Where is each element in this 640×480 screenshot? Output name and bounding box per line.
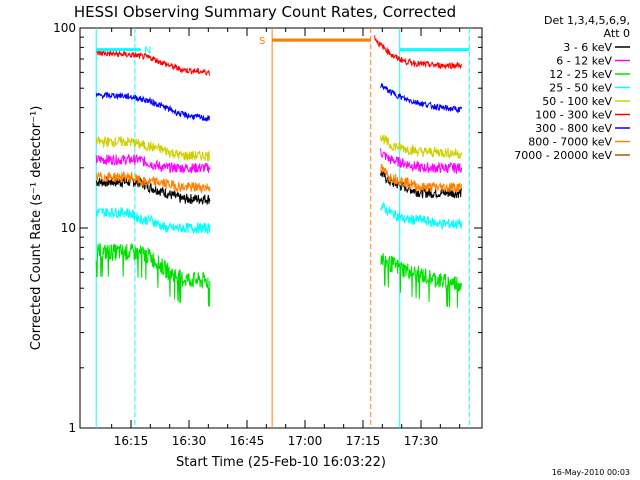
footer-timestamp: 16-May-2010 00:03 — [552, 468, 630, 477]
series-line — [95, 135, 211, 163]
overlay-marks: NS — [96, 36, 470, 57]
series-line — [379, 83, 463, 114]
series-layer — [95, 35, 463, 308]
series-line — [95, 170, 211, 194]
x-axis-label: Start Time (25-Feb-10 16:03:22) — [176, 455, 386, 470]
series-line — [95, 176, 211, 206]
legend-label: 300 - 800 keV — [535, 122, 612, 135]
x-tick-label: 16:15 — [114, 434, 149, 448]
series-line — [379, 134, 463, 160]
y-axis-label: Corrected Count Rate (s⁻¹ detector⁻¹) — [29, 106, 44, 351]
y-tick-label: 100 — [53, 21, 76, 35]
series-line — [379, 253, 463, 308]
y-tick-label: 1 — [68, 421, 76, 435]
chart-title: HESSI Observing Summary Count Rates, Cor… — [74, 3, 456, 21]
series-line — [95, 91, 211, 123]
legend-label: 100 - 300 keV — [535, 109, 612, 122]
legend-label: 7000 - 20000 keV — [514, 149, 612, 162]
legend-header-line-1: Det 1,3,4,5,6,9, — [544, 14, 630, 27]
series-line — [96, 50, 211, 76]
vertical-marker-lines — [95, 28, 470, 428]
overlay-label: S — [259, 36, 265, 47]
series-line — [95, 153, 211, 174]
series-line — [379, 163, 463, 195]
series-line — [379, 148, 463, 175]
x-tick-label: 17:30 — [404, 434, 439, 448]
legend-header-line-2: Att 0 — [604, 27, 630, 40]
legend-label: 50 - 100 keV — [542, 95, 612, 108]
series-line — [379, 201, 463, 230]
plot-frame — [79, 27, 483, 429]
x-tick-label: 16:30 — [172, 434, 207, 448]
legend-label: 3 - 6 keV — [563, 41, 612, 54]
series-line — [374, 35, 462, 70]
legend-label: 800 - 7000 keV — [528, 136, 612, 149]
x-tick-label: 17:00 — [288, 434, 323, 448]
x-axis-ticks: 16:15 16:30 16:45 17:00 17:15 17:30 — [111, 28, 461, 448]
legend-label: 12 - 25 keV — [549, 68, 612, 81]
overlay-label: N — [144, 46, 151, 57]
legend-label: 6 - 12 keV — [556, 55, 612, 68]
series-line — [95, 207, 211, 235]
series-line — [95, 242, 211, 307]
y-tick-label: 10 — [61, 221, 76, 235]
y-axis-ticks: 1 10 100 — [53, 21, 482, 435]
x-tick-label: 17:15 — [346, 434, 381, 448]
x-tick-label: 16:45 — [230, 434, 265, 448]
legend-label: 25 - 50 keV — [549, 82, 612, 95]
